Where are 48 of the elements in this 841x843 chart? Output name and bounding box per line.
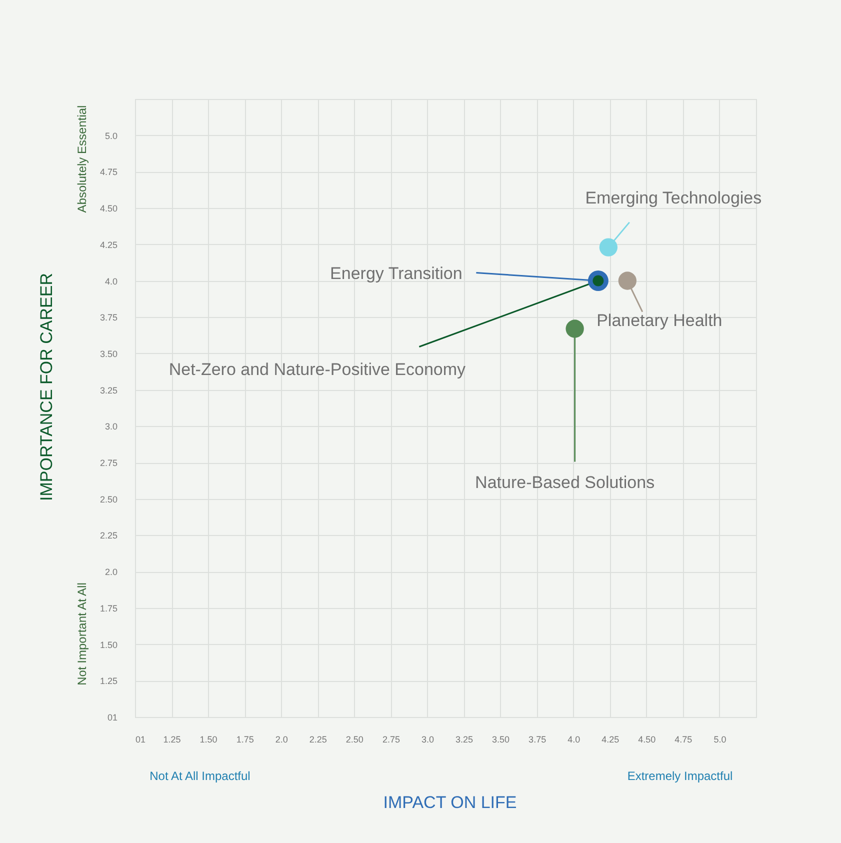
text: Absolutely Essential	[75, 105, 89, 213]
y-tick-label: 2.0	[104, 567, 118, 578]
y-tick-label: 2.75	[100, 458, 118, 468]
y-tick-label: 2.25	[100, 530, 118, 541]
text: Energy Transition	[330, 264, 462, 283]
y-tick-label: 4.25	[100, 240, 118, 250]
x-tick-label: 1.50	[200, 734, 218, 744]
x-tick-label: 4.25	[602, 734, 620, 744]
y-tick-label: 3.75	[100, 312, 118, 323]
text: Nature-Based Solutions	[475, 472, 655, 492]
y-tick-label: 5.0	[104, 130, 118, 141]
y-tick-label: 4.75	[100, 167, 118, 178]
text: Emerging Technologies	[585, 188, 762, 208]
x-axis-title: IMPACT ON LIFE	[383, 793, 517, 812]
text: Extremely Impactful	[627, 769, 733, 783]
point	[599, 238, 618, 256]
x-tick-label: 1.75	[236, 734, 254, 744]
x-tick-label: 4.0	[568, 734, 580, 744]
text: Not At All Impactful	[150, 769, 250, 783]
x-tick-label: 4.50	[638, 734, 656, 744]
x-tick-label: 2.75	[382, 734, 400, 744]
x-tick-label: 2.0	[275, 734, 288, 744]
x-tick-label: 3.50	[492, 734, 510, 744]
y-tick-label: 4.50	[100, 204, 118, 214]
x-tick-label: 2.50	[346, 734, 364, 744]
x-tick-label: 5.0	[714, 734, 726, 744]
x-tick-label: 3.0	[421, 734, 434, 744]
y-tick-label: 1.50	[100, 640, 118, 650]
y-tick-label: 3.25	[100, 385, 118, 396]
x-tick-label: 1.25	[163, 734, 181, 744]
y-tick-label: 1.25	[100, 676, 118, 686]
x-tick-label: 2.25	[309, 734, 327, 744]
x-tick-label: 01	[136, 734, 146, 744]
point	[566, 320, 584, 338]
y-tick-label: 3.0	[104, 422, 118, 432]
x-tick-label: 4.75	[674, 734, 692, 744]
point	[618, 272, 636, 290]
y-axis-title: IMPORTANCE FOR CAREER	[37, 273, 56, 501]
y-tick-label: 3.50	[100, 348, 118, 359]
x-tick-label: 3.25	[456, 734, 474, 744]
text: Net-Zero and Nature-Positive Economy	[168, 360, 466, 379]
x-tick-label: 3.75	[528, 734, 546, 744]
text: Not Important At All	[75, 582, 89, 686]
legend-label: Planetary Health	[596, 310, 722, 330]
y-tick-label: 1.75	[100, 603, 118, 614]
y-tick-label: 01	[107, 712, 118, 722]
y-tick-label: 4.0	[104, 276, 118, 286]
y-tick-label: 2.50	[100, 494, 118, 504]
